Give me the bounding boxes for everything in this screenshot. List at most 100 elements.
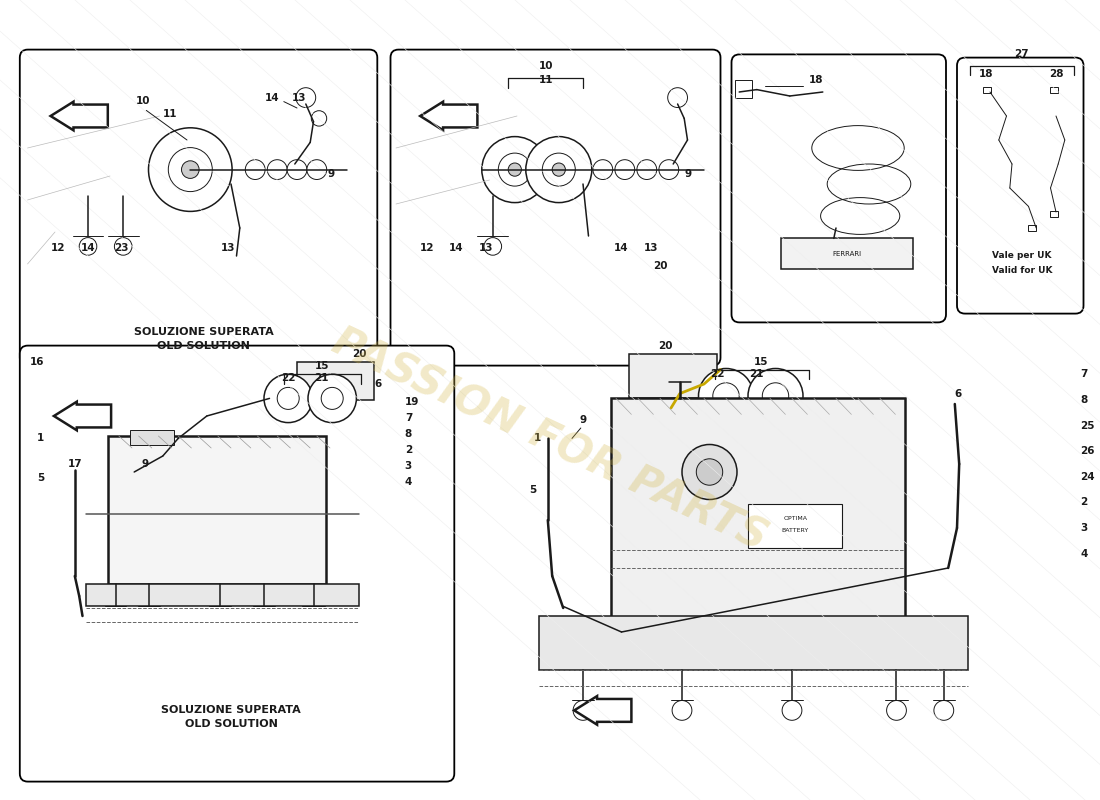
Text: Vale per UK: Vale per UK [992, 251, 1052, 261]
Text: 9: 9 [684, 170, 691, 179]
Circle shape [934, 701, 954, 720]
Text: 22: 22 [710, 370, 725, 379]
Circle shape [311, 110, 327, 126]
Text: 4: 4 [1080, 549, 1088, 558]
Text: 13: 13 [644, 243, 659, 253]
Text: 10: 10 [135, 96, 151, 106]
Bar [108, 436, 326, 584]
Text: 9: 9 [580, 415, 586, 425]
Circle shape [615, 160, 635, 179]
Circle shape [168, 147, 212, 192]
Bar [130, 430, 174, 445]
Text: 13: 13 [478, 243, 494, 253]
Text: 18: 18 [808, 75, 824, 85]
Circle shape [245, 160, 265, 179]
Circle shape [782, 701, 802, 720]
Text: Valid for UK: Valid for UK [992, 266, 1053, 275]
Text: 6: 6 [374, 379, 382, 389]
Circle shape [148, 128, 232, 211]
Text: 14: 14 [80, 243, 96, 253]
Text: 20: 20 [658, 341, 672, 350]
Text: 3: 3 [1080, 523, 1088, 533]
Text: 5: 5 [36, 474, 44, 483]
Text: 21: 21 [749, 370, 764, 379]
Circle shape [508, 163, 521, 176]
FancyBboxPatch shape [957, 58, 1084, 314]
Bar [1049, 211, 1058, 218]
Text: 20: 20 [653, 261, 668, 270]
Polygon shape [54, 402, 111, 430]
Circle shape [308, 374, 356, 422]
Circle shape [593, 160, 613, 179]
Circle shape [552, 163, 565, 176]
Text: 9: 9 [328, 170, 334, 179]
Bar [1049, 86, 1058, 93]
Circle shape [307, 160, 327, 179]
Text: SOLUZIONE SUPERATA: SOLUZIONE SUPERATA [133, 327, 274, 337]
Circle shape [482, 137, 548, 202]
Text: 19: 19 [405, 397, 419, 406]
Circle shape [296, 88, 316, 107]
Circle shape [287, 160, 307, 179]
Text: 15: 15 [315, 362, 330, 371]
Circle shape [573, 701, 593, 720]
Text: 13: 13 [220, 243, 235, 253]
Text: 7: 7 [405, 413, 412, 422]
Circle shape [182, 161, 199, 178]
Text: SOLUZIONE SUPERATA: SOLUZIONE SUPERATA [161, 706, 301, 715]
Text: 3: 3 [405, 461, 412, 470]
Polygon shape [420, 102, 477, 130]
Text: 1: 1 [534, 434, 541, 443]
Circle shape [682, 445, 737, 499]
Text: 8: 8 [405, 429, 412, 438]
Circle shape [484, 238, 502, 255]
Text: 21: 21 [314, 373, 329, 382]
Text: BATTERY: BATTERY [782, 528, 808, 533]
FancyBboxPatch shape [732, 54, 946, 322]
Text: 27: 27 [1014, 50, 1030, 59]
Text: 18: 18 [978, 69, 993, 78]
Text: 14: 14 [264, 93, 279, 102]
Circle shape [526, 137, 592, 202]
Text: 14: 14 [449, 243, 464, 253]
Circle shape [762, 382, 789, 409]
Bar [297, 362, 374, 400]
FancyBboxPatch shape [390, 50, 720, 366]
Circle shape [713, 382, 739, 409]
Bar [86, 584, 359, 606]
Text: PASSION FOR PARTS: PASSION FOR PARTS [326, 321, 774, 559]
Circle shape [542, 153, 575, 186]
Bar [610, 398, 905, 642]
Circle shape [659, 160, 679, 179]
Bar [735, 80, 752, 98]
Text: FERRARI: FERRARI [833, 250, 861, 257]
FancyBboxPatch shape [20, 346, 454, 782]
Text: 28: 28 [1048, 69, 1064, 78]
Circle shape [672, 701, 692, 720]
Text: 12: 12 [419, 243, 435, 253]
Text: OLD SOLUTION: OLD SOLUTION [185, 719, 277, 729]
Circle shape [637, 160, 657, 179]
Text: 12: 12 [51, 243, 66, 253]
Text: 26: 26 [1080, 446, 1094, 456]
Text: 11: 11 [538, 75, 553, 85]
Bar [539, 616, 968, 670]
Text: 14: 14 [614, 243, 629, 253]
Polygon shape [51, 102, 108, 130]
Text: 2: 2 [405, 445, 412, 454]
Text: 15: 15 [754, 357, 769, 366]
Circle shape [79, 238, 97, 255]
Text: 10: 10 [538, 61, 553, 70]
Circle shape [887, 701, 906, 720]
Text: 17: 17 [67, 459, 82, 469]
Text: 6: 6 [955, 389, 962, 398]
FancyBboxPatch shape [20, 50, 377, 366]
Circle shape [267, 160, 287, 179]
Text: 20: 20 [352, 349, 366, 358]
Text: 13: 13 [292, 93, 307, 102]
Circle shape [498, 153, 531, 186]
Text: 8: 8 [1080, 395, 1088, 405]
Circle shape [748, 369, 803, 423]
Text: 11: 11 [163, 109, 178, 118]
Circle shape [668, 88, 688, 107]
